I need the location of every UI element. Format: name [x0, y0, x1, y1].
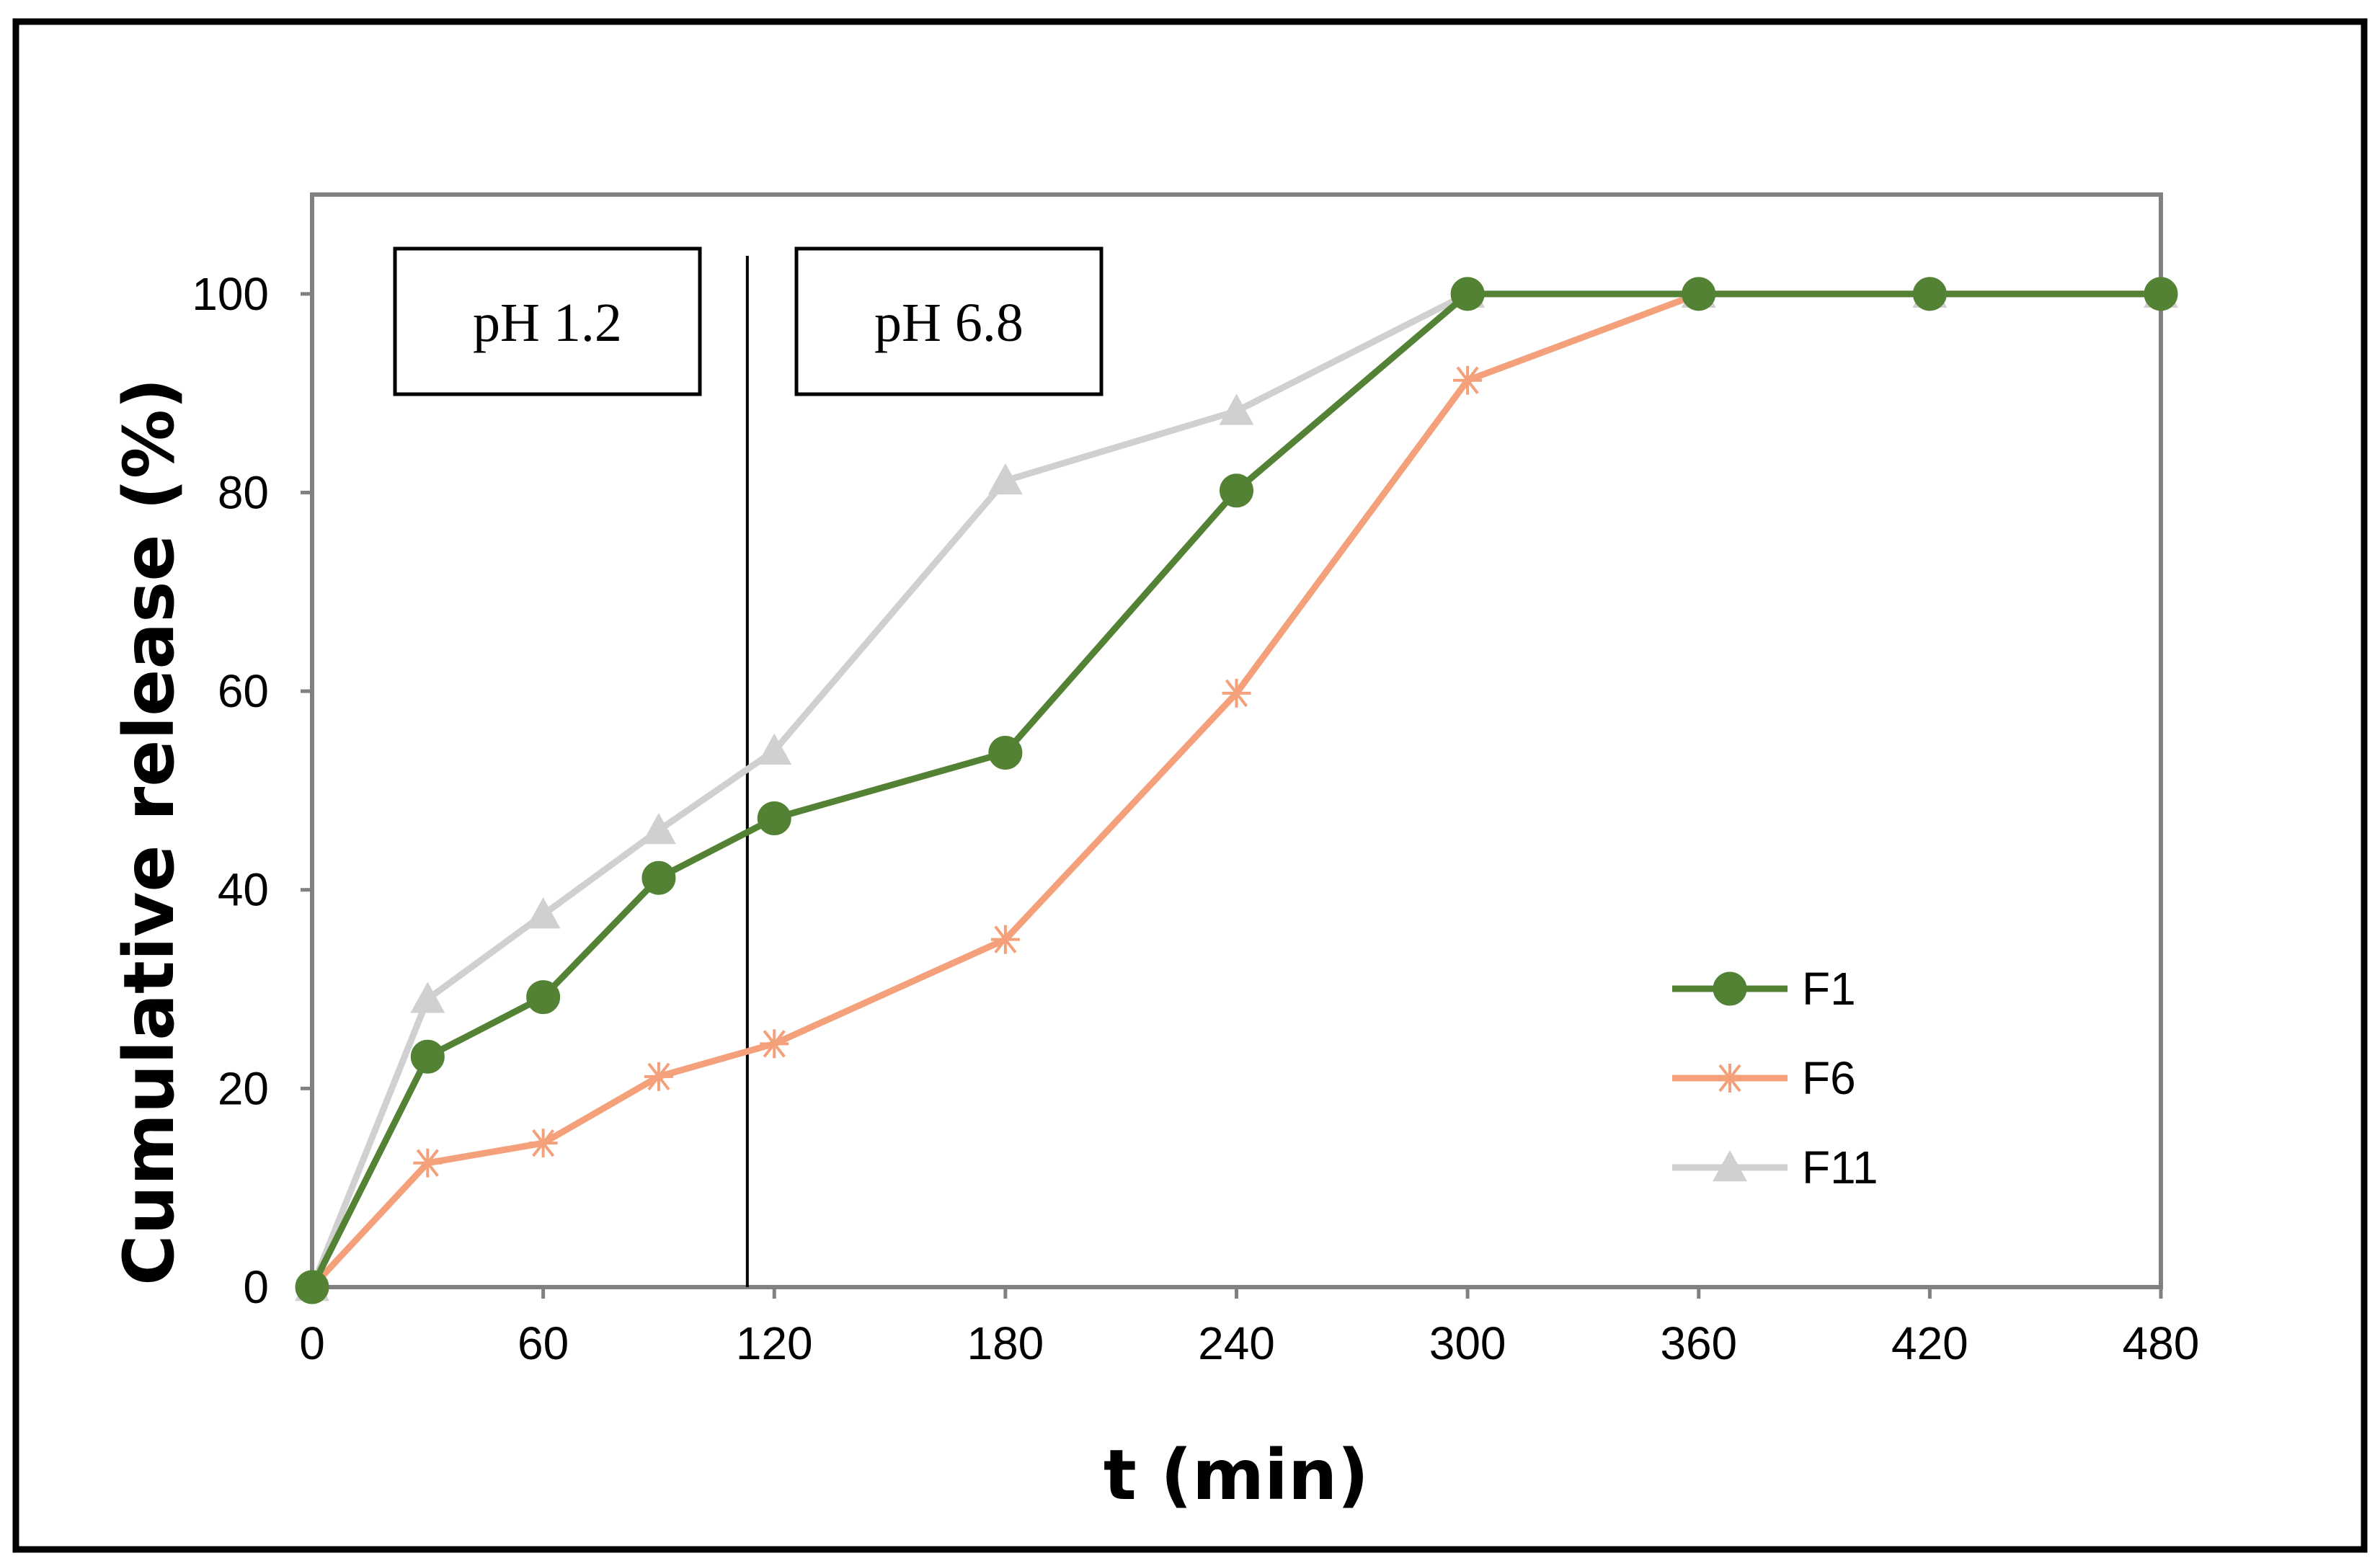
legend-marker	[1715, 1064, 1744, 1093]
data-point-F1	[2144, 277, 2178, 311]
phase-label: pH 1.2	[473, 293, 622, 353]
data-point-F6	[1222, 678, 1251, 708]
x-tick-label: 300	[1429, 1317, 1506, 1369]
y-tick-label: 20	[218, 1062, 269, 1114]
data-point-F11	[757, 733, 792, 765]
data-point-F1	[641, 860, 676, 895]
data-point-F1	[295, 1270, 329, 1304]
data-point-F6	[413, 1148, 443, 1178]
legend-label: F1	[1802, 963, 1856, 1015]
y-tick-label: 60	[218, 665, 269, 717]
phase-layer: pH 1.2 pH 6.8	[393, 246, 1104, 1287]
y-tick-label: 0	[243, 1261, 269, 1313]
legend-item-F11: F11	[1672, 1142, 1878, 1193]
x-tick-label: 240	[1198, 1317, 1275, 1369]
data-point-F6	[990, 925, 1020, 954]
y-tick-label: 40	[218, 864, 269, 916]
data-point-F11	[987, 463, 1023, 495]
legend-marker	[1713, 971, 1747, 1006]
data-point-F1	[410, 1039, 445, 1074]
data-point-F1	[988, 736, 1023, 770]
data-point-F6	[1453, 365, 1483, 395]
legend-marker	[1713, 1150, 1747, 1182]
x-tick-label: 480	[2123, 1317, 2200, 1369]
legend-label: F6	[1802, 1052, 1856, 1104]
data-point-F11	[1219, 393, 1254, 425]
data-point-F1	[1682, 277, 1716, 311]
x-tick-label: 180	[967, 1317, 1044, 1369]
data-point-F1	[526, 980, 561, 1015]
y-axis-title: Cumulative release (%)	[109, 378, 190, 1286]
data-point-F1	[757, 801, 791, 835]
phase-label: pH 6.8	[874, 293, 1024, 353]
series-F1	[295, 277, 2178, 1304]
legend-item-F6: F6	[1672, 1052, 1856, 1104]
legend-item-F1: F1	[1672, 963, 1856, 1015]
x-tick-label: 0	[299, 1317, 325, 1369]
y-tick-label: 80	[218, 466, 269, 518]
phase-box	[393, 246, 702, 396]
phase-box	[794, 246, 1104, 396]
legend-label: F11	[1802, 1142, 1878, 1193]
legend: F1 F6 F11	[1672, 963, 1878, 1193]
x-tick-label: 420	[1891, 1317, 1968, 1369]
data-point-F11	[525, 897, 561, 929]
data-point-F11	[410, 982, 445, 1013]
x-axis-title: t (min)	[1104, 1435, 1369, 1516]
data-point-F1	[1450, 277, 1485, 311]
series-layer	[295, 276, 2178, 1304]
data-point-F6	[528, 1129, 558, 1158]
y-tick-label: 100	[192, 268, 269, 320]
x-tick-label: 120	[736, 1317, 813, 1369]
data-point-F1	[1220, 473, 1253, 508]
data-point-F6	[760, 1029, 789, 1059]
axes-layer: 0 60 120 180 240 300 360 420 480 0 20 40 60 80 100	[192, 268, 2199, 1369]
data-point-F11	[641, 813, 676, 845]
data-point-F6	[644, 1062, 673, 1091]
x-tick-label: 60	[518, 1317, 569, 1369]
data-point-F1	[1912, 277, 1947, 311]
x-tick-label: 360	[1660, 1317, 1737, 1369]
